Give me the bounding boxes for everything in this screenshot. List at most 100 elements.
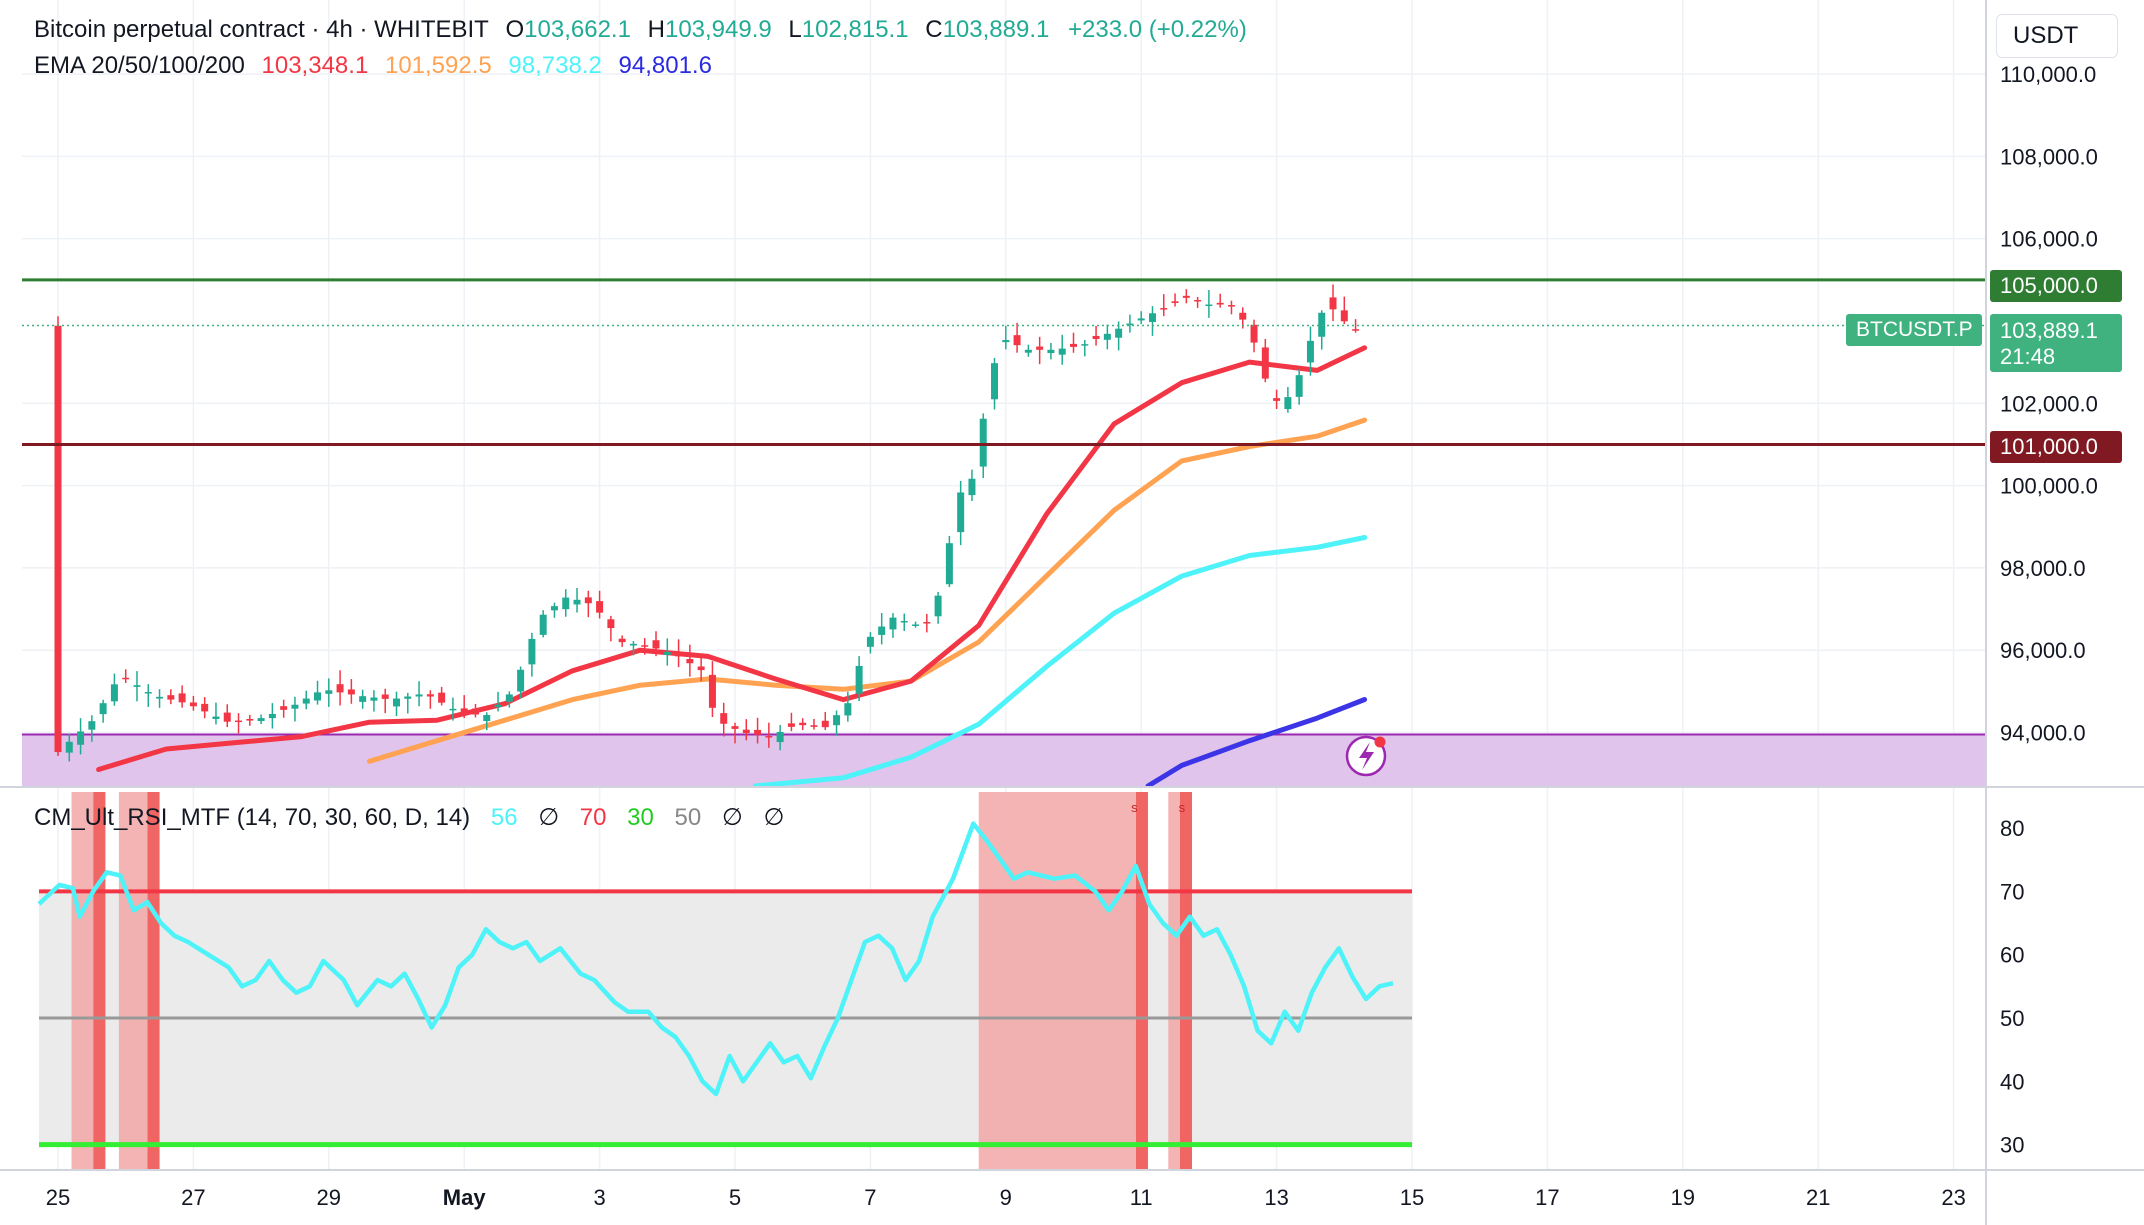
- candle-body: [1081, 344, 1089, 346]
- candle-body: [584, 597, 592, 604]
- grid: [22, 0, 1986, 1170]
- x-tick-label: 27: [181, 1185, 205, 1210]
- candle-body: [167, 695, 175, 700]
- candle-body: [189, 702, 197, 707]
- resistance-price-tag[interactable]: 105,000.0: [1990, 270, 2122, 302]
- candle-body: [1171, 301, 1179, 303]
- candle-body: [844, 703, 852, 716]
- rsi-ob-value: 70: [579, 804, 607, 831]
- rsi-na-3: ∅: [763, 804, 785, 831]
- ema-lines: [96, 345, 1368, 786]
- candle-body: [754, 729, 762, 735]
- x-tick-label: 5: [729, 1185, 741, 1210]
- candle-body: [550, 606, 558, 611]
- x-tick-label: 23: [1941, 1185, 1965, 1210]
- candle-body: [596, 601, 604, 613]
- x-tick-label: 25: [46, 1185, 70, 1210]
- candle-body: [957, 492, 965, 533]
- candle-body: [708, 674, 716, 708]
- x-tick-label: May: [443, 1185, 487, 1210]
- candle-body: [912, 624, 920, 626]
- rsi-na-1: ∅: [538, 804, 560, 831]
- candle-body: [144, 692, 152, 694]
- candle-body: [945, 543, 953, 585]
- x-tick-label: 11: [1130, 1185, 1153, 1210]
- candle-body: [900, 621, 908, 623]
- candle-body: [799, 722, 807, 726]
- candle-body: [404, 696, 412, 699]
- candle-body: [99, 703, 107, 715]
- candle-body: [652, 640, 660, 649]
- rsi-tick-label: 60: [2000, 943, 2024, 968]
- candles[interactable]: [54, 284, 1360, 762]
- candle-body: [1194, 299, 1202, 302]
- currency-selector[interactable]: USDT: [1996, 14, 2118, 58]
- candle-body: [787, 723, 795, 727]
- candle-body: [393, 698, 400, 707]
- candle-body: [641, 645, 649, 647]
- candle-body: [88, 721, 96, 730]
- candle-body: [821, 720, 829, 728]
- candle-body: [1036, 346, 1044, 350]
- candle-body: [1024, 349, 1032, 353]
- alert-icon[interactable]: [1345, 735, 1387, 777]
- candle-body: [133, 685, 141, 687]
- open-label: O: [505, 16, 525, 43]
- last-price-tag[interactable]: 103,889.1 21:48: [1990, 314, 2122, 372]
- candle-body: [889, 617, 897, 630]
- support-price-tag[interactable]: 101,000.0: [1990, 431, 2122, 463]
- candle-body: [1047, 349, 1055, 354]
- bar-countdown: 21:48: [2000, 344, 2056, 369]
- rsi-value: 56: [490, 804, 518, 831]
- main-legend: Bitcoin perpetual contract · 4h · WHITEB…: [34, 16, 1251, 44]
- candle-body: [776, 731, 784, 743]
- rsi-tick-label: 50: [2000, 1006, 2024, 1031]
- ema-legend: EMA 20/50/100/200 103,348.1 101,592.5 98…: [34, 52, 716, 80]
- candle-body: [268, 713, 276, 719]
- candle-body: [1295, 375, 1303, 397]
- candle-body: [1160, 308, 1168, 310]
- ema20-line: [96, 345, 1368, 772]
- candle-body: [697, 666, 705, 671]
- candle-body: [720, 713, 728, 724]
- candle-body: [934, 595, 942, 617]
- candle-body: [77, 731, 85, 745]
- candle-body: [415, 694, 423, 697]
- symbol-tag: BTCUSDT.P: [1846, 314, 1982, 346]
- rsi-legend: CM_Ult_RSI_MTF (14, 70, 30, 60, D, 14) 5…: [34, 803, 798, 832]
- candle-body: [731, 726, 739, 729]
- candle-body: [178, 693, 186, 703]
- candle-body: [1182, 295, 1190, 298]
- x-tick-label: 19: [1671, 1185, 1695, 1210]
- close-value: 103,889.1: [942, 16, 1050, 43]
- x-tick-label: 17: [1535, 1185, 1559, 1210]
- candle-body: [302, 698, 310, 704]
- y-tick-label: 110,000.0: [2000, 62, 2096, 87]
- candle-body: [878, 626, 886, 635]
- candle-body: [156, 696, 164, 699]
- candle-body: [855, 665, 863, 694]
- candle-body: [539, 614, 547, 635]
- candle-body: [629, 643, 637, 646]
- candle-body: [1340, 310, 1348, 322]
- open-value: 103,662.1: [524, 16, 631, 43]
- rsi-cross-bar: [1179, 792, 1192, 1170]
- rsi-tick-label: 40: [2000, 1069, 2024, 1094]
- candle-body: [381, 694, 389, 699]
- candle-body: [675, 652, 683, 657]
- candle-body: [1058, 348, 1066, 355]
- candle-body: [65, 741, 73, 753]
- candle-body: [110, 684, 118, 702]
- y-tick-label: 102,000.0: [2000, 391, 2098, 416]
- horizontal-levels[interactable]: [22, 278, 1986, 446]
- x-tick-label: 29: [317, 1185, 341, 1210]
- candle-body: [1227, 305, 1235, 307]
- candle-body: [54, 325, 62, 753]
- candle-body: [257, 718, 265, 722]
- low-value: 102,815.1: [801, 16, 909, 43]
- candle-body: [866, 636, 874, 647]
- candle-body: [1148, 313, 1156, 323]
